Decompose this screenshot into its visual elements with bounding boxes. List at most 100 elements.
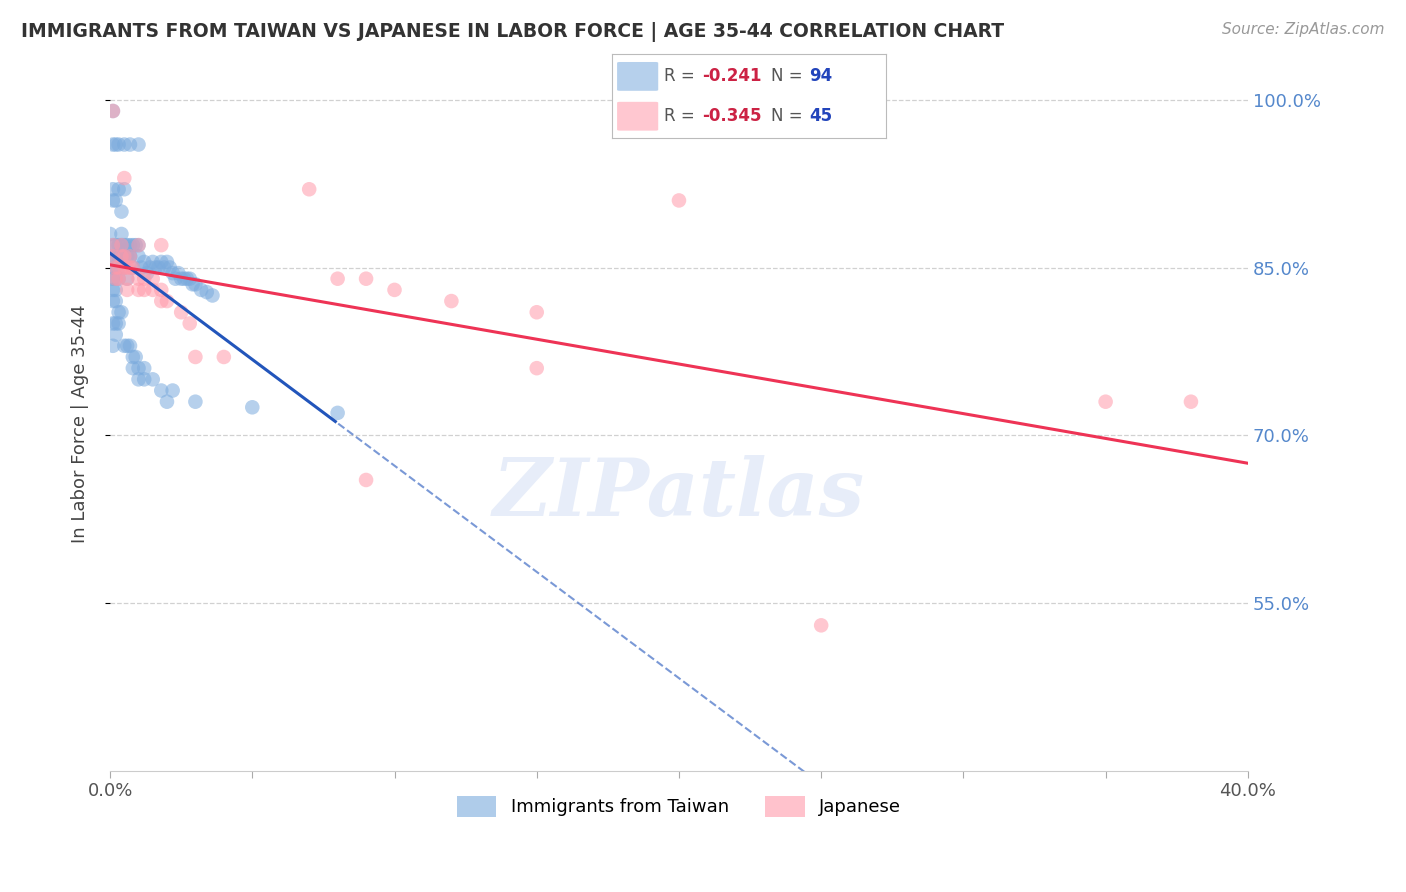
Point [115, 283, 138, 297]
Text: R =: R = [664, 68, 700, 86]
Point [124, 350, 146, 364]
Point [110, 249, 132, 263]
Point [115, 260, 138, 275]
Point [101, 249, 124, 263]
Text: R =: R = [664, 107, 700, 125]
Point [1180, 394, 1202, 409]
Point [118, 260, 141, 275]
Point [170, 305, 193, 319]
Point [104, 260, 127, 275]
Point [179, 271, 201, 285]
Point [148, 260, 170, 275]
Point [101, 182, 124, 196]
Point [118, 137, 141, 152]
Point [128, 238, 150, 252]
Point [128, 361, 150, 376]
Point [112, 137, 135, 152]
Point [121, 260, 143, 275]
Point [190, 283, 212, 297]
Point [107, 182, 129, 196]
Point [128, 249, 150, 263]
Point [326, 406, 349, 420]
Point [110, 204, 132, 219]
Point [184, 394, 207, 409]
Point [124, 238, 146, 252]
FancyBboxPatch shape [617, 62, 658, 91]
Point [104, 294, 127, 309]
Point [668, 194, 690, 208]
Text: 94: 94 [808, 68, 832, 86]
Point [184, 350, 207, 364]
Point [142, 283, 165, 297]
Point [110, 249, 132, 263]
Point [150, 283, 173, 297]
Point [118, 339, 141, 353]
Point [121, 260, 143, 275]
Point [134, 372, 156, 386]
Point [150, 294, 173, 309]
Point [101, 260, 124, 275]
Point [107, 317, 129, 331]
Point [145, 260, 167, 275]
Point [212, 350, 235, 364]
Point [150, 255, 173, 269]
Point [153, 260, 176, 275]
Point [184, 277, 207, 292]
Point [526, 305, 548, 319]
Point [110, 227, 132, 241]
Point [101, 249, 124, 263]
Point [101, 294, 124, 309]
Point [170, 271, 193, 285]
Point [101, 103, 124, 118]
Point [101, 271, 124, 285]
Point [118, 249, 141, 263]
Point [128, 137, 150, 152]
Point [118, 249, 141, 263]
Point [101, 238, 124, 252]
Point [121, 350, 143, 364]
Point [104, 137, 127, 152]
Point [173, 271, 195, 285]
Text: 45: 45 [808, 107, 832, 125]
Point [326, 271, 349, 285]
Point [110, 238, 132, 252]
Point [101, 194, 124, 208]
Point [101, 137, 124, 152]
Point [165, 271, 187, 285]
Point [134, 283, 156, 297]
Point [112, 339, 135, 353]
Point [440, 294, 463, 309]
Text: N =: N = [770, 107, 807, 125]
Text: ZIPatlas: ZIPatlas [494, 455, 865, 533]
Point [118, 249, 141, 263]
Text: -0.241: -0.241 [702, 68, 762, 86]
Point [354, 271, 377, 285]
Point [112, 249, 135, 263]
Text: IMMIGRANTS FROM TAIWAN VS JAPANESE IN LABOR FORCE | AGE 35-44 CORRELATION CHART: IMMIGRANTS FROM TAIWAN VS JAPANESE IN LA… [21, 22, 1004, 42]
Point [128, 283, 150, 297]
Point [384, 283, 406, 297]
Point [195, 285, 218, 299]
Point [110, 238, 132, 252]
Point [115, 271, 138, 285]
Point [107, 249, 129, 263]
Point [107, 260, 129, 275]
Point [176, 271, 198, 285]
Point [101, 339, 124, 353]
Point [104, 317, 127, 331]
Point [104, 271, 127, 285]
Y-axis label: In Labor Force | Age 35-44: In Labor Force | Age 35-44 [72, 305, 89, 543]
Point [134, 255, 156, 269]
Point [128, 271, 150, 285]
Point [112, 171, 135, 186]
Point [101, 317, 124, 331]
Point [162, 384, 184, 398]
Point [104, 260, 127, 275]
Point [107, 271, 129, 285]
Point [121, 238, 143, 252]
Point [112, 260, 135, 275]
Point [159, 260, 181, 275]
Point [112, 182, 135, 196]
Point [107, 260, 129, 275]
Point [115, 339, 138, 353]
